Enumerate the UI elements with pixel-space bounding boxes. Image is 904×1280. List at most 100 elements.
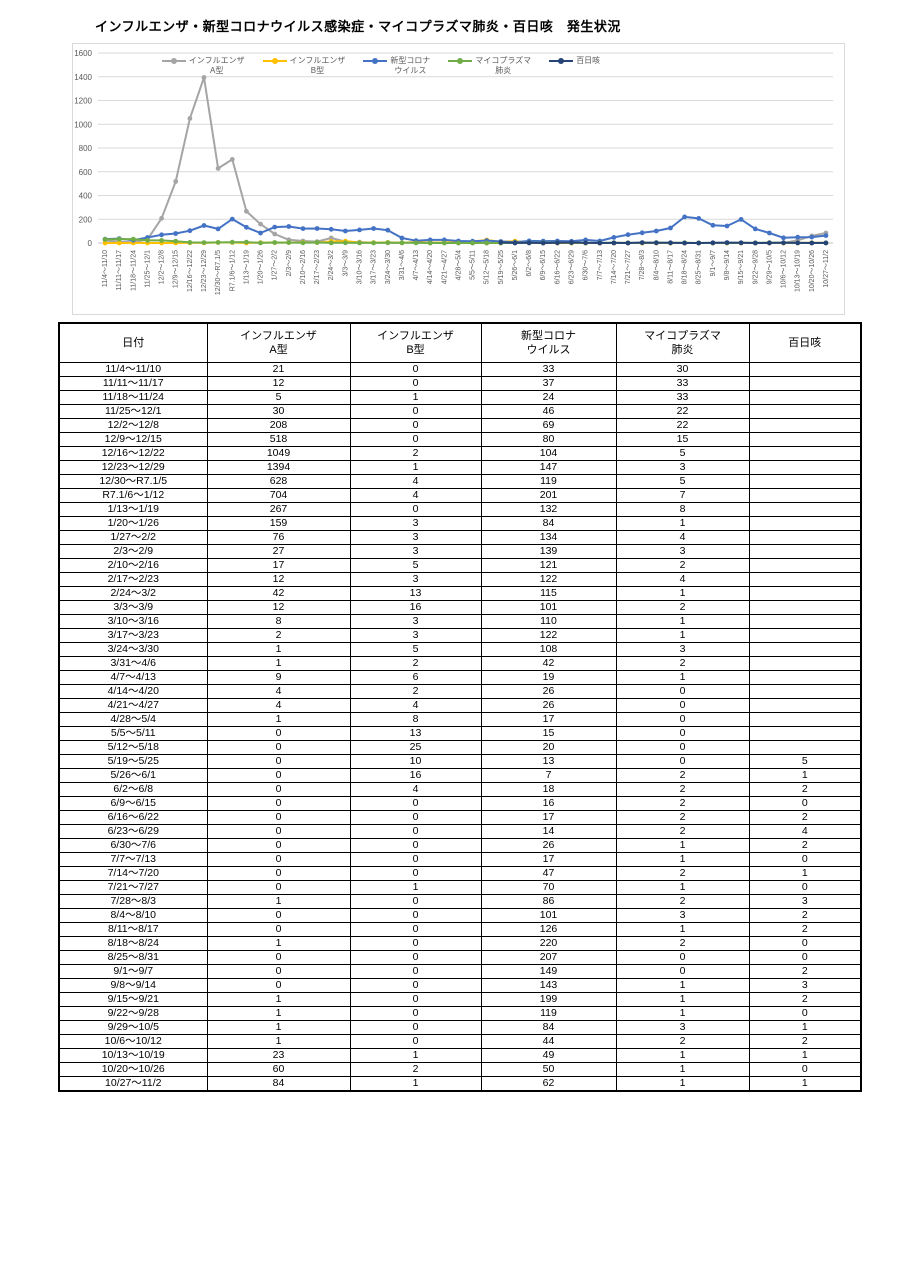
series-point[interactable] bbox=[526, 240, 532, 246]
series-point[interactable] bbox=[159, 232, 164, 238]
series-point[interactable] bbox=[258, 230, 263, 236]
series-point[interactable] bbox=[215, 166, 221, 171]
series-point[interactable] bbox=[696, 240, 702, 246]
series-point[interactable] bbox=[752, 240, 758, 246]
series-point[interactable] bbox=[738, 240, 744, 246]
series-point[interactable] bbox=[229, 239, 235, 245]
series-point[interactable] bbox=[385, 227, 391, 233]
series-point[interactable] bbox=[314, 240, 320, 245]
series-point[interactable] bbox=[823, 240, 829, 246]
series-point[interactable] bbox=[625, 240, 631, 246]
series-point[interactable] bbox=[583, 240, 588, 246]
series-point[interactable] bbox=[187, 228, 193, 234]
series-point[interactable] bbox=[130, 236, 136, 242]
series-point[interactable] bbox=[795, 240, 801, 246]
series-point[interactable] bbox=[328, 235, 334, 241]
series-point[interactable] bbox=[441, 240, 447, 246]
series-point[interactable] bbox=[229, 216, 235, 222]
series-point[interactable] bbox=[809, 240, 815, 246]
series-point[interactable] bbox=[187, 240, 193, 245]
series-point[interactable] bbox=[314, 226, 320, 231]
series-point[interactable] bbox=[767, 230, 772, 236]
series-point[interactable] bbox=[809, 234, 815, 240]
series-point[interactable] bbox=[244, 208, 249, 214]
legend-item-mycoplasma[interactable]: マイコプラズマ 肺炎 bbox=[448, 56, 531, 76]
series-point[interactable] bbox=[752, 226, 758, 232]
series-point[interactable] bbox=[738, 217, 744, 222]
series-point[interactable] bbox=[668, 225, 673, 231]
series-point[interactable] bbox=[187, 116, 193, 121]
series-point[interactable] bbox=[328, 226, 334, 232]
series-point[interactable] bbox=[258, 240, 263, 246]
series-point[interactable] bbox=[371, 226, 376, 231]
series-point[interactable] bbox=[625, 232, 631, 238]
series-point[interactable] bbox=[173, 231, 179, 236]
series-point[interactable] bbox=[427, 240, 433, 246]
series-point[interactable] bbox=[286, 240, 292, 246]
series-point[interactable] bbox=[173, 179, 179, 184]
series-point[interactable] bbox=[540, 240, 546, 246]
series-point[interactable] bbox=[201, 240, 207, 246]
series-point[interactable] bbox=[767, 240, 772, 246]
series-point[interactable] bbox=[272, 224, 278, 230]
series-point[interactable] bbox=[159, 215, 164, 221]
series-point[interactable] bbox=[724, 223, 730, 229]
series-point[interactable] bbox=[639, 240, 645, 246]
legend-item-covid[interactable]: 新型コロナ ウイルス bbox=[363, 56, 430, 76]
series-point[interactable] bbox=[498, 240, 504, 245]
series-point[interactable] bbox=[159, 238, 164, 243]
series-point[interactable] bbox=[145, 238, 150, 243]
series-point[interactable] bbox=[611, 235, 617, 240]
series-point[interactable] bbox=[116, 236, 122, 242]
series-point[interactable] bbox=[258, 221, 263, 227]
series-point[interactable] bbox=[611, 240, 617, 246]
series-point[interactable] bbox=[272, 240, 278, 245]
series-point[interactable] bbox=[343, 240, 348, 246]
series-point[interactable] bbox=[385, 240, 391, 246]
series-point[interactable] bbox=[244, 224, 249, 230]
series-point[interactable] bbox=[357, 240, 362, 246]
series-point[interactable] bbox=[470, 240, 475, 246]
series-point[interactable] bbox=[300, 240, 306, 246]
series-point[interactable] bbox=[201, 75, 207, 80]
series-point[interactable] bbox=[229, 157, 235, 162]
series-point[interactable] bbox=[710, 240, 716, 246]
series-point[interactable] bbox=[639, 230, 645, 236]
series-point[interactable] bbox=[343, 228, 348, 234]
series-point[interactable] bbox=[653, 228, 659, 234]
series-point[interactable] bbox=[823, 233, 829, 239]
series-point[interactable] bbox=[781, 240, 786, 246]
series-point[interactable] bbox=[102, 240, 108, 246]
series-point[interactable] bbox=[371, 240, 376, 246]
series-point[interactable] bbox=[102, 237, 108, 242]
series-point[interactable] bbox=[173, 238, 179, 244]
series-point[interactable] bbox=[328, 240, 334, 246]
series-point[interactable] bbox=[399, 240, 405, 246]
series-point[interactable] bbox=[413, 240, 419, 246]
series-point[interactable] bbox=[399, 235, 405, 241]
series-point[interactable] bbox=[272, 231, 278, 237]
series-point[interactable] bbox=[300, 226, 306, 232]
series-point[interactable] bbox=[244, 239, 249, 245]
series-point[interactable] bbox=[597, 240, 603, 246]
series-point[interactable] bbox=[781, 235, 786, 241]
series-point[interactable] bbox=[795, 234, 801, 240]
series-point[interactable] bbox=[484, 240, 490, 246]
legend-item-pertussis[interactable]: 百日咳 bbox=[549, 56, 600, 76]
legend-item-influenza-b[interactable]: インフルエンザ B型 bbox=[262, 56, 345, 76]
series-point[interactable] bbox=[116, 240, 122, 246]
series-point[interactable] bbox=[357, 227, 362, 233]
series-point[interactable] bbox=[555, 240, 560, 246]
series-point[interactable] bbox=[201, 223, 207, 228]
series-point[interactable] bbox=[215, 226, 221, 232]
series-point[interactable] bbox=[569, 240, 574, 245]
series-point[interactable] bbox=[724, 240, 730, 246]
series-point[interactable] bbox=[215, 240, 221, 245]
series-point[interactable] bbox=[682, 240, 687, 246]
series-point[interactable] bbox=[668, 240, 673, 246]
series-point[interactable] bbox=[653, 240, 659, 246]
series-point[interactable] bbox=[512, 240, 518, 246]
series-point[interactable] bbox=[456, 240, 461, 246]
series-point[interactable] bbox=[710, 222, 716, 228]
series-point[interactable] bbox=[682, 214, 687, 220]
